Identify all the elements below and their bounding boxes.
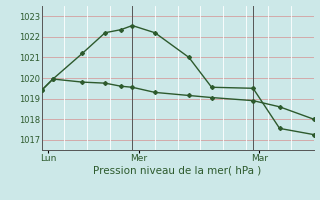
X-axis label: Pression niveau de la mer( hPa ): Pression niveau de la mer( hPa ) xyxy=(93,166,262,176)
